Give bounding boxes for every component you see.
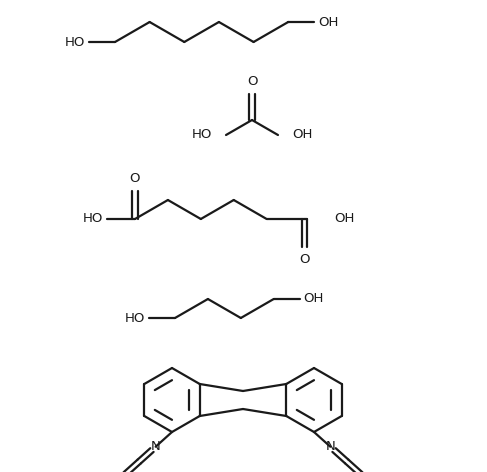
Text: HO: HO: [125, 312, 145, 325]
Text: O: O: [247, 75, 257, 88]
Text: N: N: [325, 440, 335, 453]
Text: HO: HO: [83, 212, 103, 226]
Text: O: O: [300, 253, 310, 266]
Text: HO: HO: [192, 128, 212, 142]
Text: O: O: [130, 172, 140, 185]
Text: OH: OH: [335, 212, 355, 226]
Text: OH: OH: [318, 16, 338, 28]
Text: OH: OH: [304, 293, 324, 305]
Text: OH: OH: [292, 128, 312, 142]
Text: HO: HO: [65, 35, 85, 49]
Text: N: N: [151, 440, 161, 453]
